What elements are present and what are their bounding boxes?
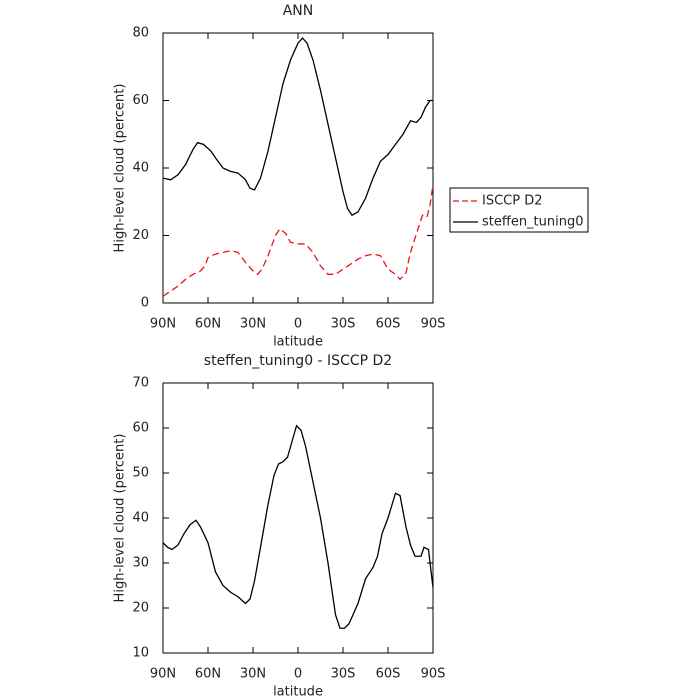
x-tick-label: 30S (331, 317, 356, 332)
x-axis-label: latitude (273, 685, 323, 700)
x-axis-label: latitude (273, 335, 323, 350)
x-tick-label: 30S (331, 667, 356, 682)
data-line (162, 424, 434, 629)
legend-label: ISCCP D2 (482, 194, 543, 209)
x-tick-label: 60S (376, 317, 401, 332)
x-tick-label: 60S (376, 667, 401, 682)
y-tick-label: 10 (132, 646, 149, 661)
x-tick-label: 90N (150, 317, 176, 332)
x-tick-label: 60N (195, 667, 221, 682)
y-tick-label: 50 (132, 466, 149, 481)
legend-box (449, 187, 589, 233)
x-tick-label: 90S (421, 667, 446, 682)
y-tick-label: 0 (141, 296, 149, 311)
chart-title: steffen_tuning0 - ISCCP D2 (204, 353, 392, 369)
y-tick-label: 20 (132, 228, 149, 243)
data-line (162, 184, 434, 297)
data-line (162, 37, 433, 217)
y-tick-label: 70 (132, 376, 149, 391)
plot-frame (162, 382, 434, 654)
y-axis-label: High-level cloud (percent) (113, 84, 128, 253)
x-tick-label: 60N (195, 317, 221, 332)
x-tick-label: 90S (421, 317, 446, 332)
x-tick-label: 30N (240, 317, 266, 332)
y-axis-label: High-level cloud (percent) (113, 434, 128, 603)
y-tick-label: 30 (132, 556, 149, 571)
y-tick-label: 20 (132, 601, 149, 616)
x-tick-label: 0 (294, 667, 302, 682)
x-tick-label: 0 (294, 317, 302, 332)
x-tick-label: 30N (240, 667, 266, 682)
y-tick-label: 60 (132, 421, 149, 436)
legend-label: steffen_tuning0 (482, 215, 584, 230)
y-tick-label: 40 (132, 161, 149, 176)
y-tick-label: 60 (132, 93, 149, 108)
x-tick-label: 90N (150, 667, 176, 682)
plot-frame (162, 32, 434, 304)
y-tick-label: 80 (132, 26, 149, 41)
chart-title: ANN (283, 3, 314, 19)
y-tick-label: 40 (132, 511, 149, 526)
